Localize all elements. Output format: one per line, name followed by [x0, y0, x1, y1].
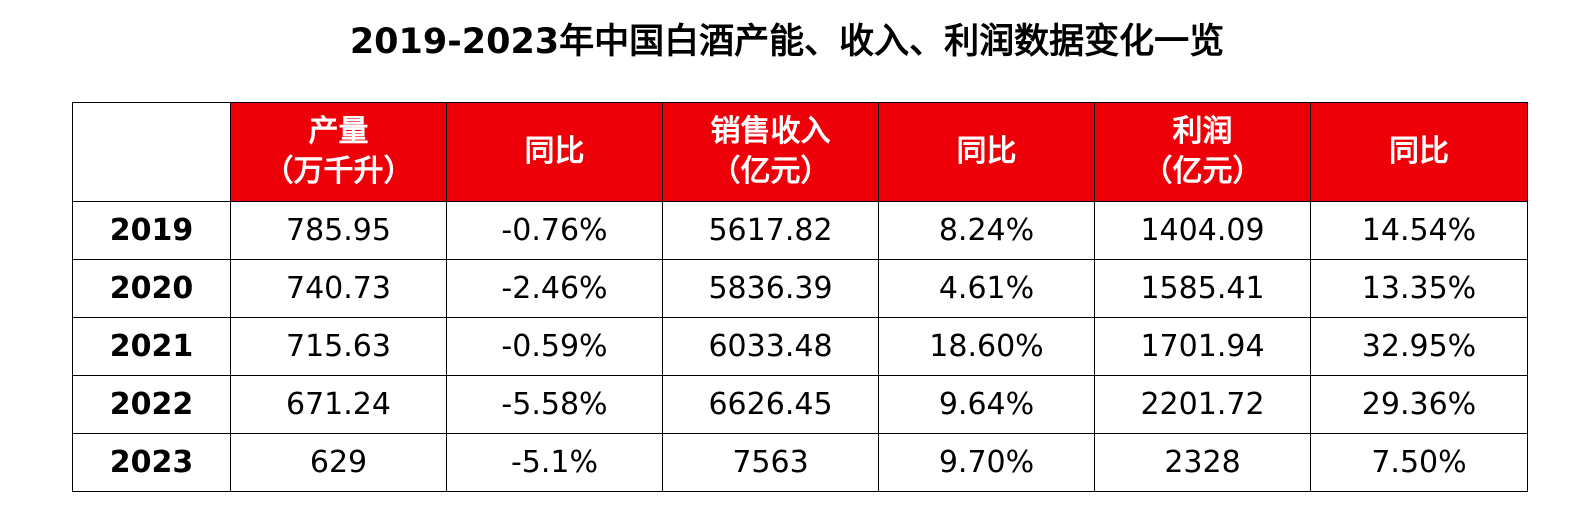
header-cell — [72, 102, 231, 202]
data-cell: 5617.82 — [662, 201, 879, 260]
header-line: 同比 — [956, 134, 1017, 169]
data-cell: 2201.72 — [1094, 375, 1311, 434]
data-cell: 14.54% — [1310, 201, 1528, 260]
data-cell: -5.1% — [446, 433, 663, 492]
header-line: （亿元） — [710, 154, 831, 189]
header-cell: 产量 （万千升） — [230, 102, 447, 202]
header-cell: 销售收入 （亿元） — [662, 102, 879, 202]
header-row: 产量 （万千升） 同比 销售收入 （亿元） 同比 利润 （亿元） 同比 — [72, 102, 1528, 202]
year-cell: 2023 — [72, 433, 231, 492]
header-line: （万千升） — [263, 154, 414, 189]
header-line: （亿元） — [1142, 154, 1263, 189]
data-cell: -2.46% — [446, 259, 663, 318]
year-cell: 2022 — [72, 375, 231, 434]
table-row: 2020 740.73 -2.46% 5836.39 4.61% 1585.41 13.35… — [72, 259, 1528, 318]
header-line: 利润 — [1172, 114, 1233, 149]
data-cell: 785.95 — [230, 201, 447, 260]
data-cell: 6626.45 — [662, 375, 879, 434]
header-cell: 利润 （亿元） — [1094, 102, 1311, 202]
year-cell: 2019 — [72, 201, 231, 260]
data-cell: 4.61% — [878, 259, 1095, 318]
data-cell: 29.36% — [1310, 375, 1528, 434]
data-cell: 671.24 — [230, 375, 447, 434]
table-row: 2022 671.24 -5.58% 6626.45 9.64% 2201.72 29.36… — [72, 375, 1528, 434]
header-line: 同比 — [524, 134, 585, 169]
header-line: 产量 — [308, 114, 369, 149]
data-cell: 1404.09 — [1094, 201, 1311, 260]
data-cell: -5.58% — [446, 375, 663, 434]
data-cell: 740.73 — [230, 259, 447, 318]
year-cell: 2020 — [72, 259, 231, 318]
year-cell: 2021 — [72, 317, 231, 376]
data-cell: 1585.41 — [1094, 259, 1311, 318]
data-cell: -0.59% — [446, 317, 663, 376]
table-row: 2019 785.95 -0.76% 5617.82 8.24% 1404.09 14.54… — [72, 201, 1528, 260]
data-cell: 7563 — [662, 433, 879, 492]
title: 2019-2023年中国白酒产能、收入、利润数据变化一览 — [349, 22, 1225, 62]
data-cell: 1701.94 — [1094, 317, 1311, 376]
data-cell: 5836.39 — [662, 259, 879, 318]
header-line: 销售收入 — [710, 114, 831, 149]
data-cell: 715.63 — [230, 317, 447, 376]
data-cell: 9.64% — [878, 375, 1095, 434]
data-cell: 9.70% — [878, 433, 1095, 492]
data-cell: -0.76% — [446, 201, 663, 260]
data-cell: 6033.48 — [662, 317, 879, 376]
data-cell: 32.95% — [1310, 317, 1528, 376]
table-row: 2023 629 -5.1% 7563 9.70% 2328 7.50% — [72, 433, 1528, 492]
data-table: 产量 （万千升） 同比 销售收入 （亿元） 同比 利润 （亿元） 同比 2019 785.95 -0… — [72, 102, 1528, 492]
table-row: 2021 715.63 -0.59% 6033.48 18.60% 1701.94 32.9… — [72, 317, 1528, 376]
header-cell: 同比 — [446, 102, 663, 202]
data-cell: 18.60% — [878, 317, 1095, 376]
header-cell: 同比 — [1310, 102, 1528, 202]
data-cell: 7.50% — [1310, 433, 1528, 492]
data-cell: 13.35% — [1310, 259, 1528, 318]
data-cell: 2328 — [1094, 433, 1311, 492]
header-cell: 同比 — [878, 102, 1095, 202]
data-cell: 629 — [230, 433, 447, 492]
header-line: 同比 — [1389, 134, 1449, 169]
data-cell: 8.24% — [878, 201, 1095, 260]
